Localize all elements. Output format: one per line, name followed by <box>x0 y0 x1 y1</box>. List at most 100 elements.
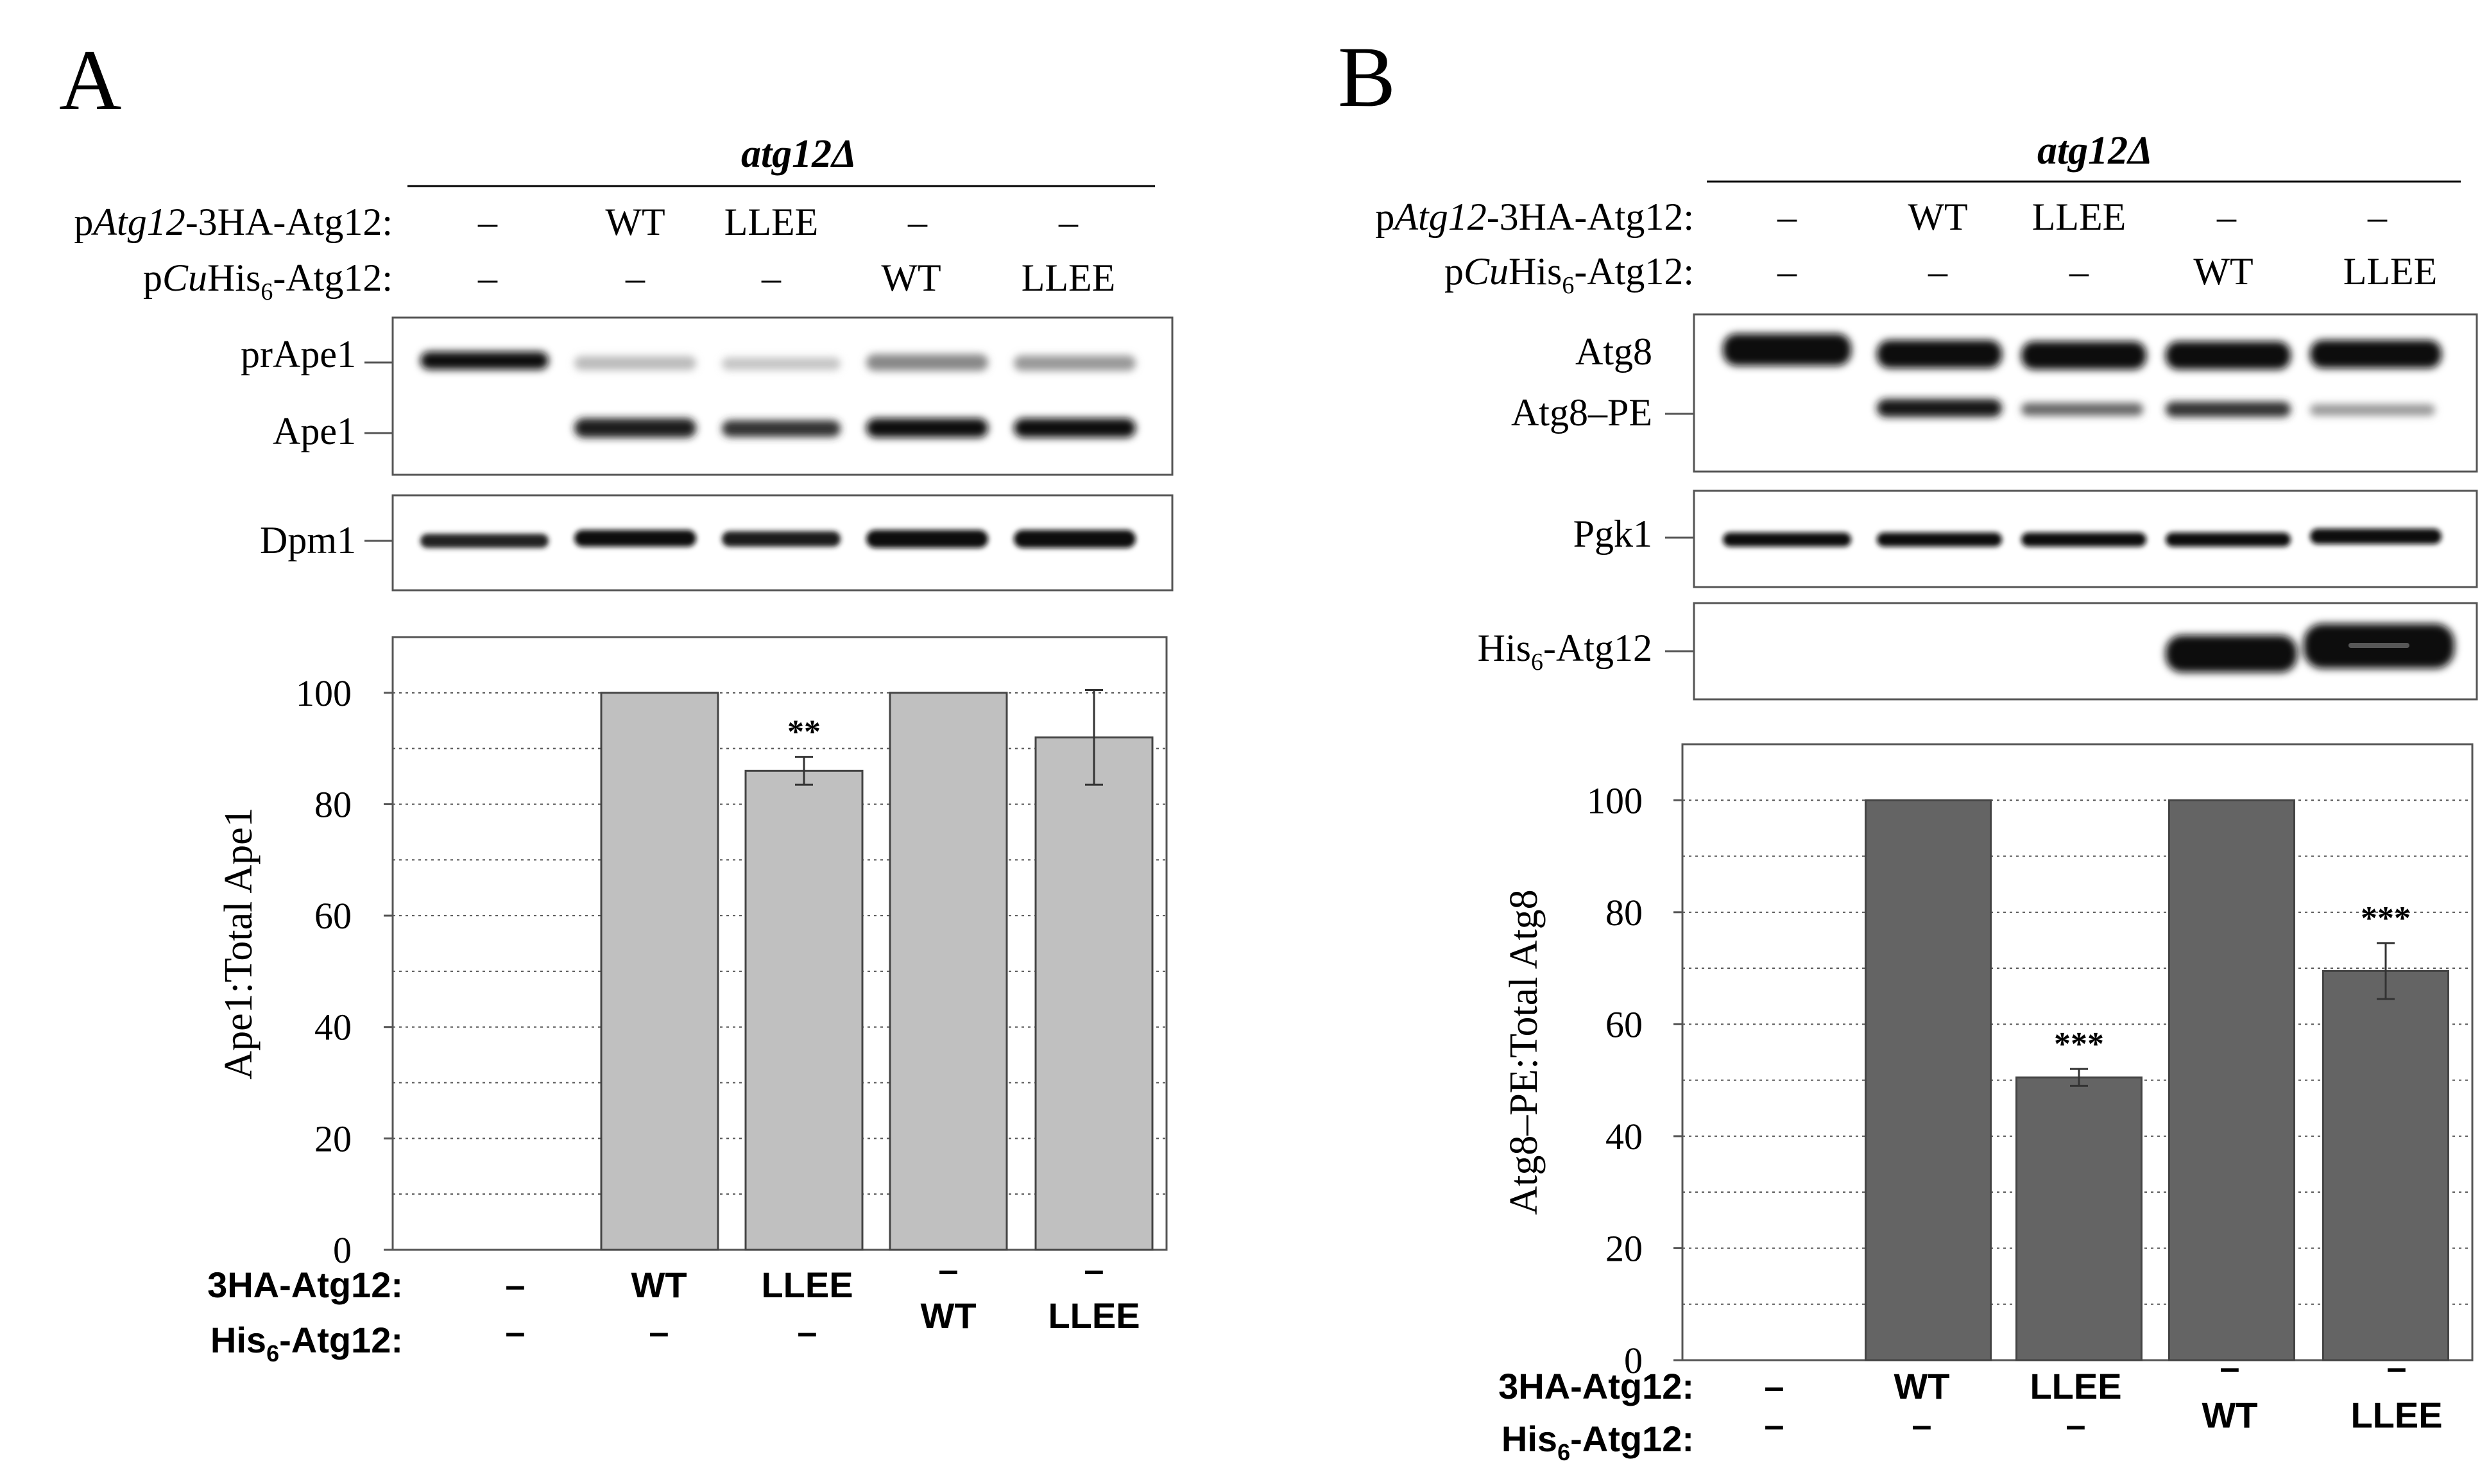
band <box>1877 533 2002 547</box>
a-p1-cell: – <box>477 201 498 243</box>
panel-b-blot1-label-2: Atg8–PE <box>1511 391 1652 434</box>
band <box>574 356 696 370</box>
band <box>574 418 696 438</box>
panel-b-strain-text: atg12Δ <box>2037 129 2153 173</box>
band <box>722 531 841 547</box>
band <box>2310 529 2442 544</box>
panel-b-letter: B <box>1338 30 1396 125</box>
a-f1-cell: – <box>505 1265 525 1305</box>
a-f1-cell: – <box>1084 1249 1104 1290</box>
band <box>1014 355 1136 371</box>
panel-b-plasmid1-label: pAtg12-3HA-Atg12: <box>1375 196 1694 238</box>
panel-a-blot1-label-1: prApe1 <box>241 333 356 375</box>
band <box>722 357 841 370</box>
y-tick-label: 100 <box>1587 780 1643 821</box>
panel-b-chart: 0 20 40 60 80 100 *** *** Atg8–PE:Total Atg8 <box>1502 743 2474 1381</box>
b-p2-cell: WT <box>2193 250 2253 293</box>
a-f2-cell: – <box>797 1311 817 1352</box>
b-p1-cell: – <box>1777 196 1797 238</box>
band <box>574 530 696 547</box>
a-p1-cell: – <box>907 201 928 243</box>
panel-a-plasmid2-values: – – – WT LLEE <box>477 257 1115 299</box>
a-f2-cell: LLEE <box>1048 1295 1140 1336</box>
a-f1-cell: LLEE <box>761 1265 853 1305</box>
panel-a-plasmid2-label: pCuHis6-Atg12: <box>143 257 393 305</box>
b-f1-cell: – <box>1764 1366 1784 1406</box>
band <box>2310 340 2442 368</box>
band <box>1877 399 2002 417</box>
band <box>2021 533 2146 547</box>
band <box>1723 533 1851 547</box>
a-p2-cell: LLEE <box>1022 257 1116 299</box>
b-p1-cell: – <box>2367 196 2388 238</box>
a-p2-cell: – <box>477 257 498 299</box>
band <box>2166 402 2291 417</box>
panel-b-footer-row2-values: – – – WT LLEE <box>1764 1395 2442 1445</box>
b-f1-cell: WT <box>1894 1366 1949 1406</box>
band <box>420 352 549 370</box>
panel-a-letter: A <box>59 33 122 128</box>
b-f2-cell: LLEE <box>2350 1395 2442 1435</box>
band <box>866 530 988 548</box>
panel-a-blot1-bands <box>420 352 1136 438</box>
a-p1-cell: LLEE <box>724 201 819 243</box>
y-tick-label: 60 <box>1605 1003 1643 1045</box>
bar <box>889 692 1008 1251</box>
y-tick-label: 80 <box>1605 892 1643 934</box>
a-f2-cell: – <box>505 1311 525 1352</box>
y-tick-label: 0 <box>333 1229 352 1271</box>
y-tick-label: 0 <box>1624 1340 1643 1381</box>
panel-b: B atg12Δ pAtg12-3HA-Atg12: pCuHis6-Atg12… <box>1338 30 2478 1465</box>
panel-a-strain-text: atg12Δ <box>741 132 857 176</box>
a-f1-cell: WT <box>631 1265 687 1305</box>
panel-a-blot1-label-2: Ape1 <box>273 410 356 452</box>
bar <box>2322 969 2449 1361</box>
b-p2-cell: – <box>2069 250 2089 293</box>
panel-a-footer-row2-label: His6-Atg12: <box>210 1320 403 1367</box>
panel-a-blot2-bands <box>420 530 1136 548</box>
b-f2-cell: – <box>2066 1404 2085 1445</box>
bar <box>2015 1076 2143 1361</box>
bar <box>1865 799 1992 1361</box>
panel-b-footer-row1-values: – WT LLEE – – <box>1764 1347 2406 1406</box>
b-p1-cell: LLEE <box>2032 196 2126 238</box>
panel-a: A atg12Δ pAtg12-3HA-Atg12: pCuHis6-Atg12… <box>59 33 1174 1367</box>
y-tick-label: 80 <box>314 783 352 825</box>
b-p2-cell: – <box>1777 250 1797 293</box>
panel-a-blot2-label-1: Dpm1 <box>260 519 356 561</box>
b-p1-cell: WT <box>1908 196 1967 238</box>
a-p1-cell: WT <box>605 201 665 243</box>
b-p2-cell: – <box>1928 250 1948 293</box>
panel-b-blot3-label: His6-Atg12 <box>1478 627 1652 676</box>
b-p1-cell: – <box>2216 196 2237 238</box>
y-tick-label: 20 <box>1605 1227 1643 1269</box>
panel-b-plasmid1-values: – WT LLEE – – <box>1777 196 2388 238</box>
b-f2-cell: – <box>1764 1404 1784 1445</box>
panel-b-blot1-bands <box>1723 334 2442 417</box>
bar <box>600 692 719 1251</box>
band <box>420 534 549 548</box>
b-f2-cell: – <box>1912 1404 1931 1445</box>
y-tick-label: 100 <box>296 672 352 714</box>
panel-a-footer-row2-values: – – – WT LLEE <box>505 1295 1140 1352</box>
band <box>866 354 988 371</box>
panel-b-blot2-bands <box>1723 529 2442 547</box>
panel-b-blot1-label-1: Atg8 <box>1575 330 1652 373</box>
panel-a-footer-row1-values: – WT LLEE – – <box>505 1249 1104 1305</box>
band <box>2310 404 2435 416</box>
band <box>2166 341 2291 370</box>
bar <box>1034 736 1154 1251</box>
b-f1-cell: – <box>2220 1347 2239 1387</box>
panel-b-strain: atg12Δ <box>2037 129 2153 173</box>
band <box>722 420 841 437</box>
panel-a-plasmid1-values: – WT LLEE – – <box>477 201 1079 243</box>
panel-b-plasmid2-values: – – – WT LLEE <box>1777 250 2437 293</box>
a-f2-cell: WT <box>920 1295 976 1336</box>
band <box>1014 418 1136 438</box>
band <box>2021 341 2146 370</box>
band <box>1877 340 2002 368</box>
y-axis-label: Atg8–PE:Total Atg8 <box>1502 889 1546 1215</box>
a-p2-cell: WT <box>881 257 941 299</box>
b-f2-cell: WT <box>2202 1395 2257 1435</box>
